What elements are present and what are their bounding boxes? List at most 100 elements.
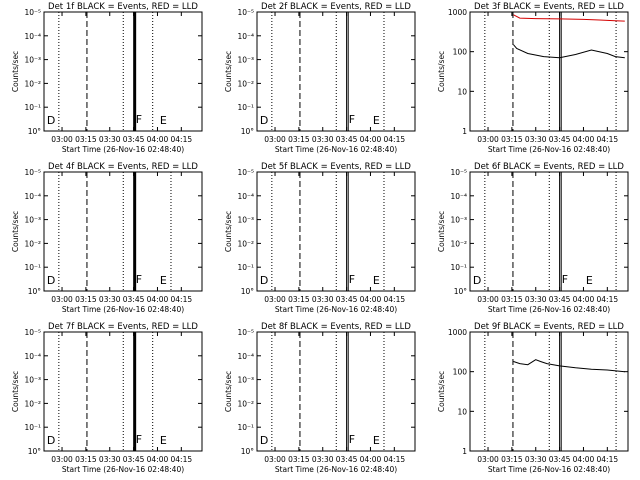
panel-7-ytick-label: 10⁻³ <box>24 376 41 385</box>
panel-1-ylabel: Counts/sec <box>11 51 20 92</box>
panel-1-title: Det 1f BLACK = Events, RED = LLD <box>48 2 198 12</box>
panel-9-ytick-label: 1000 <box>448 328 467 337</box>
panel-2-xtick-label: 03:00 <box>264 135 286 144</box>
panel-1-xtick-label: 03:45 <box>123 135 145 144</box>
panel-6-xtick-label: 03:30 <box>525 295 547 304</box>
panel-2-xtick-label: 04:15 <box>384 135 406 144</box>
panel-6-title: Det 6f BLACK = Events, RED = LLD <box>474 162 624 172</box>
panel-6-xtick-label: 03:00 <box>477 295 499 304</box>
panel-3-xtick-label: 03:00 <box>477 135 499 144</box>
panel-2-axes-frame <box>256 11 416 132</box>
panel-1-xtick-label: 03:00 <box>51 135 73 144</box>
panel-7-xlabel: Start Time (26-Nov-16 02:48:40) <box>62 465 184 474</box>
panel-6-ytick-label: 10⁻² <box>450 239 467 248</box>
panel-1-ytick-label: 10⁻² <box>24 79 41 88</box>
panel-6-marker-d: D <box>473 274 481 287</box>
panel-2-ytick-label: 10⁻³ <box>237 56 254 65</box>
panel-4-ytick-label: 10° <box>28 287 42 296</box>
panel-4-axes-frame <box>43 171 203 292</box>
panel-6-marker-e: E <box>586 274 593 287</box>
panel-6-ytick-label: 10° <box>454 287 468 296</box>
panel-1-ytick-label: 10° <box>28 127 42 136</box>
panel-2-xlabel: Start Time (26-Nov-16 02:48:40) <box>275 145 397 154</box>
panel-7-marker-e: E <box>160 434 167 447</box>
panel-3-series-black <box>513 44 625 59</box>
panel-5-ytick-label: 10⁻³ <box>237 216 254 225</box>
panel-3-ytick-label: 100 <box>453 48 468 57</box>
panel-4-ylabel: Counts/sec <box>11 211 20 252</box>
panel-1-marker-f: F <box>136 113 142 126</box>
panel-8-ytick-label: 10⁻³ <box>237 376 254 385</box>
panel-3-series-red <box>513 14 625 22</box>
panel-4-xtick-label: 04:00 <box>147 295 169 304</box>
panel-7-title: Det 7f BLACK = Events, RED = LLD <box>48 322 198 332</box>
panel-6-xlabel: Start Time (26-Nov-16 02:48:40) <box>488 305 610 314</box>
panel-4-ytick-label: 10⁻³ <box>24 216 41 225</box>
panel-5-ytick-label: 10⁻⁴ <box>237 192 254 201</box>
panel-5-ylabel: Counts/sec <box>224 211 233 252</box>
panel-5-ytick-label: 10⁻¹ <box>237 263 254 272</box>
panel-3-axes-frame <box>469 11 629 132</box>
panel-2-marker-f: F <box>349 113 355 126</box>
panel-4-xtick-label: 04:15 <box>171 295 193 304</box>
panel-5-xtick-label: 03:00 <box>264 295 286 304</box>
panel-9-series-black <box>513 359 625 373</box>
panel-7-xtick-label: 04:15 <box>171 455 193 464</box>
panel-2-xtick-label: 03:15 <box>288 135 310 144</box>
panel-8-ytick-label: 10⁻⁴ <box>237 352 254 361</box>
panel-9-xtick-label: 03:15 <box>501 455 523 464</box>
panel-4-marker-e: E <box>160 274 167 287</box>
panel-6-ytick-label: 10⁻⁴ <box>450 192 467 201</box>
panel-3-xtick-label: 03:30 <box>525 135 547 144</box>
panel-4-xtick-label: 03:00 <box>51 295 73 304</box>
panel-8-ylabel: Counts/sec <box>224 371 233 412</box>
panel-5-ytick-label: 10⁻² <box>237 239 254 248</box>
panel-9-xtick-label: 03:00 <box>477 455 499 464</box>
panel-6-ytick-label: 10⁻⁵ <box>450 168 467 177</box>
panel-2-ytick-label: 10⁻⁴ <box>237 32 254 41</box>
panel-1-marker-e: E <box>160 114 167 127</box>
panel-8-marker-d: D <box>260 434 268 447</box>
panel-1-xtick-label: 03:30 <box>99 135 121 144</box>
panel-7-marker-d: D <box>47 434 55 447</box>
panel-9-xtick-label: 04:15 <box>597 455 619 464</box>
panel-2-ytick-label: 10⁻¹ <box>237 103 254 112</box>
panel-5-title: Det 5f BLACK = Events, RED = LLD <box>261 162 411 172</box>
panel-2-ylabel: Counts/sec <box>224 51 233 92</box>
panel-5-marker-d: D <box>260 274 268 287</box>
panel-8-ytick-label: 10⁻² <box>237 399 254 408</box>
panel-9-ylabel: Counts/sec <box>437 371 446 412</box>
panel-1-xtick-label: 04:00 <box>147 135 169 144</box>
panel-4-xlabel: Start Time (26-Nov-16 02:48:40) <box>62 305 184 314</box>
panel-1-ytick-label: 10⁻⁴ <box>24 32 41 41</box>
panel-6-xtick-label: 04:00 <box>573 295 595 304</box>
panel-6-ytick-label: 10⁻³ <box>450 216 467 225</box>
panel-3-xlabel: Start Time (26-Nov-16 02:48:40) <box>488 145 610 154</box>
panel-1-xlabel: Start Time (26-Nov-16 02:48:40) <box>62 145 184 154</box>
panel-9-ytick-label: 100 <box>453 368 468 377</box>
panel-6-xtick-label: 04:15 <box>597 295 619 304</box>
panel-7-axes-frame <box>43 331 203 452</box>
panel-5-ytick-label: 10° <box>241 287 255 296</box>
panel-7-xtick-label: 03:00 <box>51 455 73 464</box>
panel-9-ytick-label: 10 <box>457 407 467 416</box>
panel-6-axes-frame <box>469 171 629 292</box>
panel-9-axes-frame <box>469 331 629 452</box>
panel-9-xtick-label: 04:00 <box>573 455 595 464</box>
panel-5-xtick-label: 03:15 <box>288 295 310 304</box>
panel-5-xtick-label: 03:30 <box>312 295 334 304</box>
panel-6-ytick-label: 10⁻¹ <box>450 263 467 272</box>
panel-8-axes-frame <box>256 331 416 452</box>
panel-4-marker-f: F <box>136 273 142 286</box>
panel-6-marker-f: F <box>562 273 568 286</box>
panel-7-xtick-label: 03:45 <box>123 455 145 464</box>
panel-4-marker-d: D <box>47 274 55 287</box>
panel-2-marker-e: E <box>373 114 380 127</box>
panel-7-xtick-label: 03:15 <box>75 455 97 464</box>
panel-7-ytick-label: 10° <box>28 447 42 456</box>
panel-3-xtick-label: 04:00 <box>573 135 595 144</box>
panel-2-xtick-label: 03:30 <box>312 135 334 144</box>
panel-7-ytick-label: 10⁻¹ <box>24 423 41 432</box>
panel-2-title: Det 2f BLACK = Events, RED = LLD <box>261 2 411 12</box>
panel-5-marker-f: F <box>349 273 355 286</box>
